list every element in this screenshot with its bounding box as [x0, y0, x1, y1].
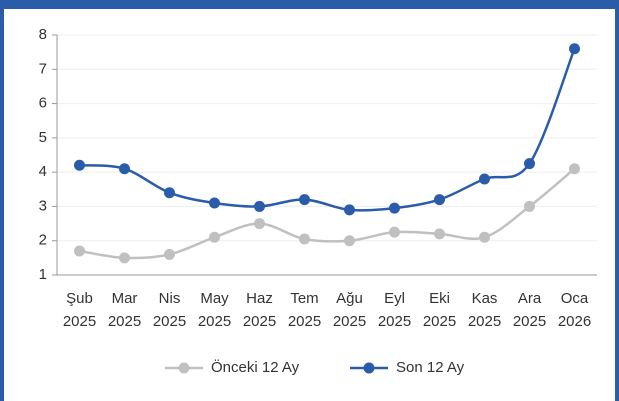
data-point — [254, 200, 265, 212]
data-point — [119, 163, 130, 175]
x-tick-label-line: Oca — [561, 290, 589, 307]
x-tick-label: Mar 2025 — [108, 290, 141, 330]
series-line — [79, 167, 576, 260]
data-point — [344, 235, 355, 247]
x-tick-label: Oca 2026 — [558, 290, 591, 330]
data-point — [479, 231, 490, 243]
x-tick-label-line: Mar — [112, 290, 138, 307]
data-point — [254, 218, 265, 230]
legend-marker — [178, 362, 190, 374]
y-tick-label: 1 — [39, 266, 47, 283]
x-tick-label: Haz 2025 — [243, 290, 276, 330]
y-tick-label: 3 — [39, 197, 47, 214]
data-point — [119, 252, 130, 264]
data-point — [389, 226, 400, 238]
x-tick-label-line: Ara — [518, 290, 542, 307]
data-point — [569, 43, 580, 55]
data-point — [164, 187, 175, 199]
legend-label: Son 12 Ay — [396, 359, 465, 376]
data-point — [524, 158, 535, 170]
x-tick-label: Nis 2025 — [153, 290, 186, 330]
data-point — [74, 245, 85, 257]
x-tick-label-line: 2025 — [378, 313, 411, 330]
x-tick-label-line: 2025 — [243, 313, 276, 330]
x-tick-label-line: 2025 — [63, 313, 96, 330]
x-tick-label-line: 2025 — [288, 313, 321, 330]
x-tick-label-line: Kas — [472, 290, 498, 307]
x-tick-label-line: 2026 — [558, 313, 591, 330]
y-tick-label: 7 — [39, 60, 47, 77]
x-tick-label-line: Nis — [159, 290, 181, 307]
x-tick-label: Ağu 2025 — [333, 290, 366, 330]
y-tick-label: 6 — [39, 95, 47, 112]
x-tick-label-line: May — [200, 290, 229, 307]
data-point — [479, 173, 490, 185]
x-tick-label-line: Eyl — [384, 290, 405, 307]
data-point — [569, 163, 580, 175]
x-tick-label-line: 2025 — [153, 313, 186, 330]
x-tick-label-line: Ağu — [336, 290, 363, 307]
data-point — [524, 200, 535, 212]
x-tick-label: Şub 2025 — [63, 290, 96, 330]
data-point — [389, 202, 400, 214]
y-tick-label: 8 — [39, 26, 47, 43]
x-tick-label-line: 2025 — [108, 313, 141, 330]
x-tick-label-line: 2025 — [513, 313, 546, 330]
data-point — [299, 194, 310, 206]
x-tick-label-line: Şub — [66, 290, 93, 307]
x-tick-label-line: Tem — [290, 290, 318, 307]
y-tick-label: 5 — [39, 129, 47, 146]
x-tick-label: Eki 2025 — [423, 290, 456, 330]
series-line — [79, 48, 576, 212]
data-point — [74, 159, 85, 171]
data-point — [344, 204, 355, 216]
y-tick-label: 4 — [39, 163, 47, 180]
x-tick-label: Tem 2025 — [288, 290, 321, 330]
x-tick-label-line: 2025 — [333, 313, 366, 330]
legend-label: Önceki 12 Ay — [211, 358, 300, 376]
x-tick-label-line: 2025 — [423, 313, 456, 330]
data-point — [209, 231, 220, 243]
y-tick-label: 2 — [39, 232, 47, 249]
data-point — [299, 233, 310, 245]
x-tick-label-line: Haz — [246, 290, 273, 307]
data-point — [209, 197, 220, 209]
data-point — [434, 228, 445, 240]
data-point — [164, 248, 175, 260]
x-tick-label: Kas 2025 — [468, 290, 501, 330]
x-tick-label: May 2025 — [198, 290, 231, 330]
x-tick-label-line: Eki — [429, 290, 450, 307]
legend-marker — [363, 362, 375, 374]
x-tick-label: Eyl 2025 — [378, 290, 411, 330]
x-tick-label: Ara 2025 — [513, 290, 546, 330]
data-point — [434, 194, 445, 206]
x-tick-label-line: 2025 — [198, 313, 231, 330]
x-tick-label-line: 2025 — [468, 313, 501, 330]
